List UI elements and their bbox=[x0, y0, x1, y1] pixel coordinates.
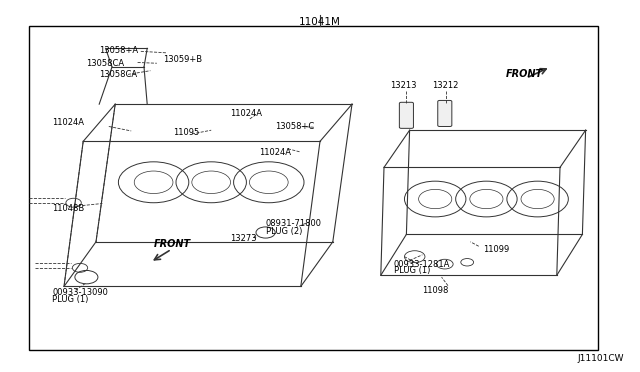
Text: 11041M: 11041M bbox=[299, 17, 341, 27]
Text: 00933-13090: 00933-13090 bbox=[52, 288, 108, 296]
Text: 11098: 11098 bbox=[422, 286, 449, 295]
Text: 11099: 11099 bbox=[483, 245, 509, 254]
Text: PLUG (1): PLUG (1) bbox=[52, 295, 89, 304]
Bar bbox=[29, 26, 598, 350]
Text: J11101CW: J11101CW bbox=[577, 354, 624, 363]
Text: 00933-1281A: 00933-1281A bbox=[394, 260, 450, 269]
Text: 13058+C: 13058+C bbox=[275, 122, 314, 131]
Text: 13058CA: 13058CA bbox=[99, 70, 138, 79]
Text: PLUG (2): PLUG (2) bbox=[266, 227, 302, 236]
Text: 13058+A: 13058+A bbox=[99, 46, 138, 55]
Text: 08931-71800: 08931-71800 bbox=[266, 219, 321, 228]
Text: PLUG (1): PLUG (1) bbox=[394, 266, 430, 275]
Text: 13273: 13273 bbox=[230, 234, 257, 243]
Text: 13213: 13213 bbox=[390, 81, 417, 90]
Text: 11024A: 11024A bbox=[52, 118, 84, 127]
Text: 11048B: 11048B bbox=[52, 204, 84, 213]
Text: 13212: 13212 bbox=[431, 81, 458, 90]
FancyBboxPatch shape bbox=[399, 102, 413, 128]
FancyBboxPatch shape bbox=[438, 100, 452, 126]
Text: FRONT: FRONT bbox=[154, 239, 191, 248]
Text: 11024A: 11024A bbox=[259, 148, 291, 157]
Text: FRONT: FRONT bbox=[506, 70, 543, 79]
Text: 11095: 11095 bbox=[173, 128, 199, 137]
Text: 13059+B: 13059+B bbox=[163, 55, 202, 64]
Text: 13058CA: 13058CA bbox=[86, 59, 125, 68]
Text: 11024A: 11024A bbox=[230, 109, 262, 118]
